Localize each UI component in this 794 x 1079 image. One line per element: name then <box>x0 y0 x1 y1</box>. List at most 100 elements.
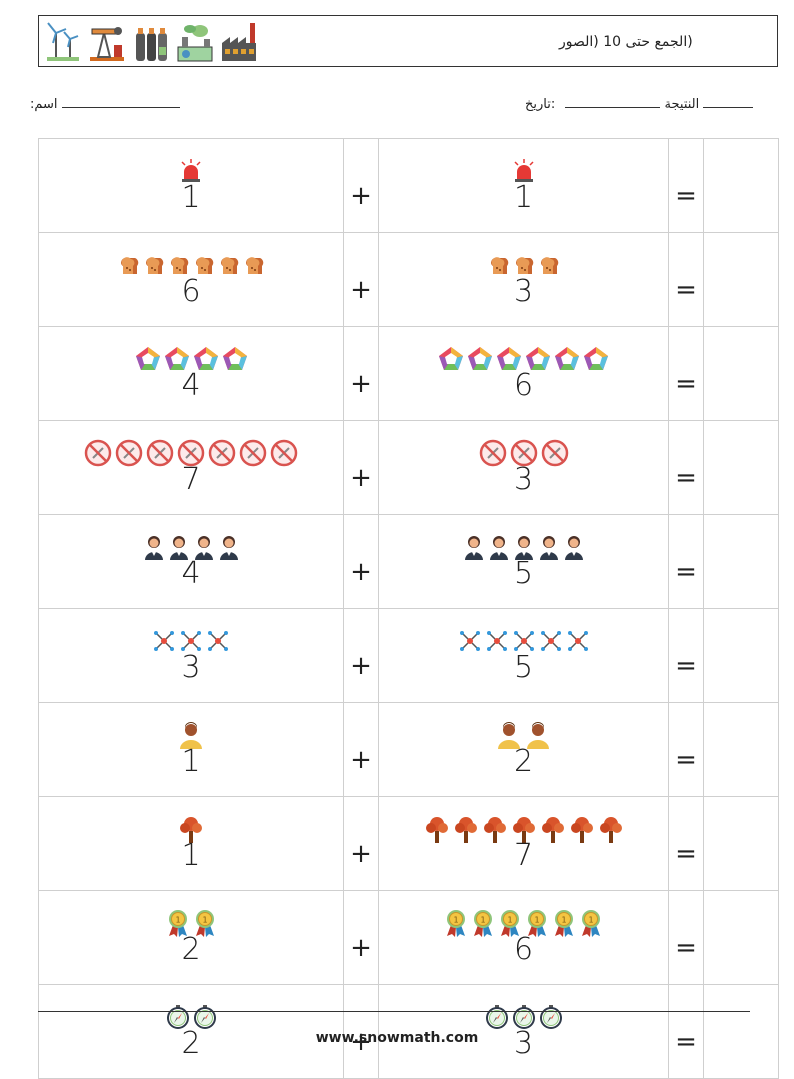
no-sign-icon <box>84 439 112 467</box>
pentagon-icon <box>467 346 493 372</box>
answer-cell[interactable] <box>703 890 779 985</box>
tree-icon <box>511 815 537 843</box>
addend-b-number: 3 <box>513 461 534 497</box>
bread-icon <box>118 255 140 275</box>
picture-group <box>143 534 240 560</box>
svg-text:1: 1 <box>588 915 593 924</box>
answer-cell[interactable] <box>703 232 779 327</box>
no-sign-icon <box>177 439 205 467</box>
picture-group: 1 1 1 1 1 1 <box>444 909 603 937</box>
pentagon-icon <box>525 346 551 372</box>
addend-b-number: 1 <box>513 179 534 215</box>
equals-sign: = <box>668 796 704 891</box>
pentagon-icon <box>193 346 219 372</box>
picture-group <box>178 721 204 749</box>
medal-icon: 1 <box>193 909 217 937</box>
answer-cell[interactable] <box>703 796 779 891</box>
addend-b-number: 3 <box>513 1025 534 1061</box>
bread-icon <box>513 255 535 275</box>
bread-icon <box>243 255 265 275</box>
problem-row: 1 +2 = <box>38 702 779 797</box>
pentagon-icon <box>496 346 522 372</box>
compass-icon <box>193 1004 217 1029</box>
molecule-icon <box>152 629 176 653</box>
addend-b-cell: 7 <box>378 796 669 891</box>
picture-group <box>438 346 609 372</box>
addend-a-cell: 4 <box>38 326 344 421</box>
footer-url[interactable]: www.snowmath.com <box>315 1030 479 1046</box>
answer-cell[interactable] <box>703 420 779 515</box>
addend-a-cell: 7 <box>38 420 344 515</box>
picture-group <box>512 158 536 183</box>
siren-icon <box>512 158 536 183</box>
problem-row: 7 +3 = <box>38 420 779 515</box>
no-sign-icon <box>115 439 143 467</box>
addend-a-number: 1 <box>181 837 201 873</box>
no-sign-icon <box>479 439 507 467</box>
plus-sign: + <box>343 514 379 609</box>
addend-a-number: 4 <box>181 555 201 591</box>
picture-group <box>424 815 624 843</box>
svg-text:1: 1 <box>561 915 566 924</box>
no-sign-icon <box>541 439 569 467</box>
addend-b-cell: 2 <box>378 702 669 797</box>
woman-icon <box>218 534 240 560</box>
answer-cell[interactable] <box>703 608 779 703</box>
name-label: :اسم <box>30 97 58 112</box>
result-blank-line[interactable] <box>565 96 661 108</box>
medal-icon: 1 <box>525 909 549 937</box>
molecule-icon <box>458 629 482 653</box>
pentagon-icon <box>135 346 161 372</box>
svg-text:1: 1 <box>175 915 180 924</box>
medal-icon: 1 <box>552 909 576 937</box>
addend-a-number: 1 <box>181 743 201 779</box>
addend-b-cell: 3 <box>378 232 669 327</box>
no-sign-icon <box>510 439 538 467</box>
date-blank-line[interactable] <box>703 96 754 108</box>
addend-a-cell: 1 <box>38 702 344 797</box>
answer-cell[interactable] <box>703 138 779 233</box>
tree-icon <box>569 815 595 843</box>
answer-cell[interactable] <box>703 326 779 421</box>
plus-sign: + <box>343 890 379 985</box>
molecule-icon <box>206 629 230 653</box>
tree-icon <box>453 815 479 843</box>
date-result-row: النتيجة :تاريخ <box>525 96 754 112</box>
header-icons <box>44 19 258 63</box>
plus-sign: + <box>343 420 379 515</box>
picture-group <box>496 721 551 749</box>
medal-icon: 1 <box>498 909 522 937</box>
addend-a-number: 2 <box>181 1025 201 1061</box>
woman-icon <box>513 534 535 560</box>
addend-a-number: 6 <box>181 273 201 309</box>
problem-row: 1 1 2 +1 1 1 1 1 1 6 = <box>38 890 779 985</box>
addend-b-cell: 5 <box>378 514 669 609</box>
answer-cell[interactable] <box>703 514 779 609</box>
tree-icon <box>424 815 450 843</box>
answer-cell[interactable] <box>703 702 779 797</box>
picture-group <box>166 1004 217 1029</box>
no-sign-icon <box>208 439 236 467</box>
addend-b-cell: 3 <box>378 420 669 515</box>
compass-icon <box>512 1004 536 1029</box>
name-blank-line[interactable] <box>61 96 180 108</box>
problem-row: 4 +6 = <box>38 326 779 421</box>
molecule-icon <box>539 629 563 653</box>
addend-a-cell: 1 <box>38 796 344 891</box>
no-sign-icon <box>146 439 174 467</box>
equals-sign: = <box>668 138 704 233</box>
svg-text:1: 1 <box>202 915 207 924</box>
pentagon-icon <box>438 346 464 372</box>
equals-sign: = <box>668 702 704 797</box>
plus-sign: + <box>343 326 379 421</box>
bread-icon <box>218 255 240 275</box>
plus-sign: + <box>343 702 379 797</box>
tree-icon <box>540 815 566 843</box>
addend-a-cell: 3 <box>38 608 344 703</box>
molecule-icon <box>512 629 536 653</box>
addend-a-number: 3 <box>181 649 201 685</box>
tree-icon <box>482 815 508 843</box>
compass-icon <box>166 1004 190 1029</box>
equals-sign: = <box>668 326 704 421</box>
